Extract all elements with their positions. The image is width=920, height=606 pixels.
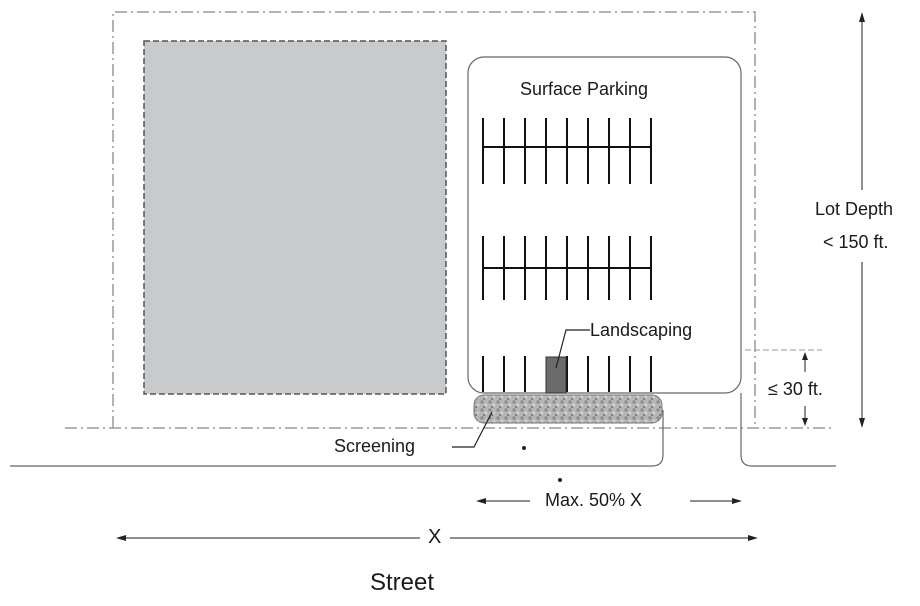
- marker-dot: [522, 446, 526, 450]
- max-width-dimension: [476, 498, 742, 504]
- lot-width-dimension: [116, 535, 758, 541]
- surface-parking-label: Surface Parking: [520, 79, 649, 99]
- max-depth-dimension: [745, 349, 822, 426]
- parking-row-bottom: [482, 356, 652, 392]
- driveway-outline: [10, 410, 664, 467]
- screening-label: Screening: [334, 436, 416, 456]
- landscaping-leader: [555, 329, 590, 369]
- max-depth-label: ≤ 30 ft.: [768, 379, 823, 399]
- screening-hedge: [473, 394, 663, 424]
- building-footprint: [143, 40, 447, 395]
- parking-area: [467, 56, 742, 394]
- lot-width-label: X: [428, 526, 442, 548]
- max-width-label: Max. 50% X: [545, 490, 643, 510]
- street-label: Street: [370, 569, 435, 596]
- landscaping-island: [545, 356, 567, 394]
- parking-row-middle: [482, 236, 652, 300]
- screening-leader: [452, 411, 493, 448]
- lot-boundary: [112, 11, 756, 428]
- lot-depth-value: < 150 ft.: [823, 232, 889, 252]
- lot-depth-label: Lot Depth: [815, 199, 894, 219]
- landscaping-label: Landscaping: [590, 320, 693, 340]
- driveway-curb-right: [740, 393, 836, 467]
- lot-depth-dimension: [859, 12, 865, 428]
- marker-dot: [558, 478, 562, 482]
- parking-row-top: [482, 118, 652, 184]
